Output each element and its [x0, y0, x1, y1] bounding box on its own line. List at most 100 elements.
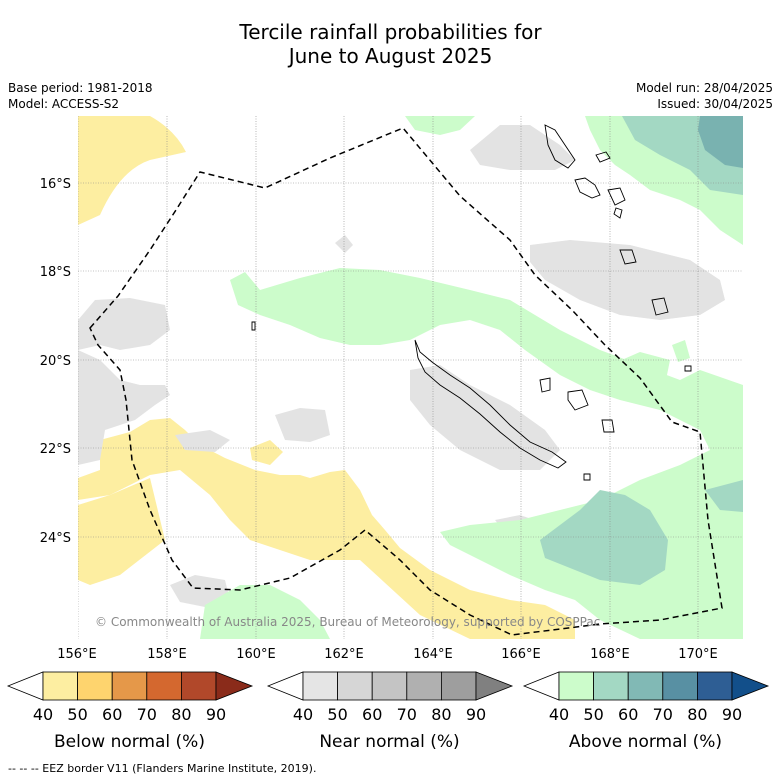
colorbar-title: Below normal (%) [54, 732, 205, 752]
small-island-3 [684, 365, 692, 372]
colorbar-segment [593, 671, 629, 701]
colorbar-segment [697, 671, 733, 701]
model-name: Model: ACCESS-S2 [8, 97, 120, 111]
colorbar-tick-label: 40 [33, 705, 53, 724]
colorbar-tick-label: 50 [583, 705, 603, 724]
lon-tick-170: 170°E [678, 647, 718, 662]
near-normal-region-new-caledonia [410, 365, 560, 470]
loyalty-island-3 [601, 419, 615, 433]
above-normal-patch-small [672, 340, 690, 362]
vanuatu-north [544, 124, 576, 169]
colorbar-high-extend [475, 671, 514, 701]
lon-tick-168: 168°E [590, 647, 630, 662]
colorbar-tick-label: 70 [653, 705, 673, 724]
colorbar-segment [111, 671, 148, 701]
near-normal-region-east [530, 240, 725, 320]
colorbar-tick-label: 90 [206, 705, 226, 724]
eez-footer: -- -- -- EEZ border V11 (Flanders Marine… [8, 762, 317, 775]
above-normal-60-region-east [705, 480, 743, 512]
new-caledonia-coastline [414, 339, 567, 469]
colorbar-low-extend [266, 671, 304, 701]
lat-tick-22: 22°S [40, 442, 71, 457]
colorbar-tick-label: 40 [293, 705, 313, 724]
colorbar-high-extend [731, 671, 770, 701]
colorbar-tick-label: 50 [327, 705, 347, 724]
colorbar-low-extend [522, 671, 560, 701]
colorbar-title: Near normal (%) [319, 732, 459, 752]
eez-border [89, 127, 723, 636]
vanuatu-island-2 [595, 151, 611, 163]
lon-tick-156: 156°E [57, 647, 97, 662]
colorbar-title: Above normal (%) [569, 732, 722, 752]
colorbar-tick-label: 50 [67, 705, 87, 724]
above-normal-patch-southwest [200, 585, 330, 639]
lat-tick-18: 18°S [40, 265, 71, 280]
map-title: Tercile rainfall probabilities for June … [0, 20, 781, 68]
probability-field [78, 116, 743, 639]
title-line-1: Tercile rainfall probabilities for [239, 20, 542, 44]
lat-tick-24: 24°S [40, 531, 71, 546]
colorbar-tick-label: 80 [687, 705, 707, 724]
below-normal-region-lower-left [78, 478, 165, 585]
colorbar-segment [180, 671, 217, 701]
base-period: Base period: 1981-2018 [8, 81, 153, 95]
vanuatu-island-1 [574, 177, 601, 199]
colorbar-tick-label: 90 [722, 705, 742, 724]
above-normal-region-north [405, 116, 475, 135]
colorbar-segment [77, 671, 113, 701]
meta-right: Model run: 28/04/2025 Issued: 30/04/2025 [636, 80, 773, 112]
small-island-1 [251, 321, 256, 331]
lon-tick-166: 166°E [501, 647, 541, 662]
colorbar-tick-label: 80 [171, 705, 191, 724]
lon-tick-164: 164°E [413, 647, 453, 662]
lon-tick-160: 160°E [236, 647, 276, 662]
lat-tick-16: 16°S [40, 177, 71, 192]
colorbar-segment [440, 671, 477, 701]
colorbar-tick-label: 80 [431, 705, 451, 724]
colorbar-tick-label: 90 [466, 705, 486, 724]
colorbar-segment [302, 671, 338, 701]
coastlines [251, 124, 692, 481]
near-normal-region-west [78, 298, 170, 350]
near-normal-region-southwest [78, 350, 170, 465]
colorbar-tick-label: 60 [362, 705, 382, 724]
vanuatu-island-6 [651, 297, 669, 316]
loyalty-island-2 [567, 389, 589, 411]
colorbar-segment [371, 671, 408, 701]
near-normal-region-coral-sea [275, 408, 330, 442]
meta-left: Base period: 1981-2018 Model: ACCESS-S2 [8, 80, 153, 112]
colorbar-segment [662, 671, 698, 701]
colorbar-segment [42, 671, 78, 701]
colorbar-tick-label: 70 [397, 705, 417, 724]
loyalty-island-1 [539, 377, 551, 393]
colorbar-segment [337, 671, 373, 701]
colorbar-segment [627, 671, 664, 701]
copyright-notice: © Commonwealth of Australia 2025, Bureau… [95, 615, 600, 629]
colorbar-low-extend [6, 671, 44, 701]
near-normal-patch-2 [170, 575, 230, 607]
below-normal-region-southwest [78, 418, 575, 639]
below-normal-patch [250, 440, 283, 465]
colorbar-segment [406, 671, 442, 701]
colorbar-tick-label: 70 [137, 705, 157, 724]
colorbar-segment [146, 671, 182, 701]
colorbar-tick-label: 40 [549, 705, 569, 724]
lat-tick-20: 20°S [40, 354, 71, 369]
colorbar-tick-label: 60 [618, 705, 638, 724]
title-line-2: June to August 2025 [288, 44, 493, 68]
above-normal-60-region-southeast [540, 490, 668, 585]
vanuatu-island-3 [607, 187, 626, 206]
issued-date: Issued: 30/04/2025 [657, 97, 773, 111]
below-normal-region-northwest [78, 116, 186, 225]
above-normal-70-region [698, 116, 743, 168]
colorbar-tick-label: 60 [102, 705, 122, 724]
near-normal-region-north [470, 125, 575, 170]
lon-tick-158: 158°E [147, 647, 187, 662]
model-run: Model run: 28/04/2025 [635, 81, 773, 95]
small-island-2 [583, 473, 591, 481]
graticule [78, 116, 743, 639]
near-normal-patch-1 [175, 430, 230, 452]
lon-tick-162: 162°E [324, 647, 364, 662]
